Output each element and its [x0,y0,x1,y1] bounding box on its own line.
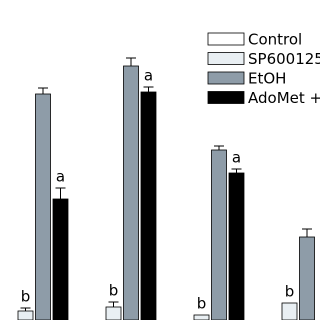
legend-label: SP600125- [248,50,320,68]
legend-swatch [207,71,245,85]
legend-swatch [207,91,245,104]
significance-label: b [285,283,295,301]
bar [17,310,34,320]
significance-label: b [197,295,207,313]
significance-label: b [21,288,31,306]
legend-label: Control [248,31,302,49]
bar [123,65,139,320]
significance-label: a [232,149,241,167]
bar [193,314,210,320]
bar [228,172,245,320]
bar [211,149,227,320]
legend-label: AdoMet + [248,89,320,107]
bar [52,198,69,320]
legend-swatch [207,32,245,46]
bar [299,236,315,320]
bar [105,306,122,320]
significance-label: b [109,282,119,300]
significance-label: a [56,168,65,186]
significance-label: a [144,67,153,85]
bar [140,91,157,320]
legend-swatch [207,52,245,65]
legend-label: EtOH [248,70,286,88]
bar [281,302,298,320]
bar [35,93,51,320]
